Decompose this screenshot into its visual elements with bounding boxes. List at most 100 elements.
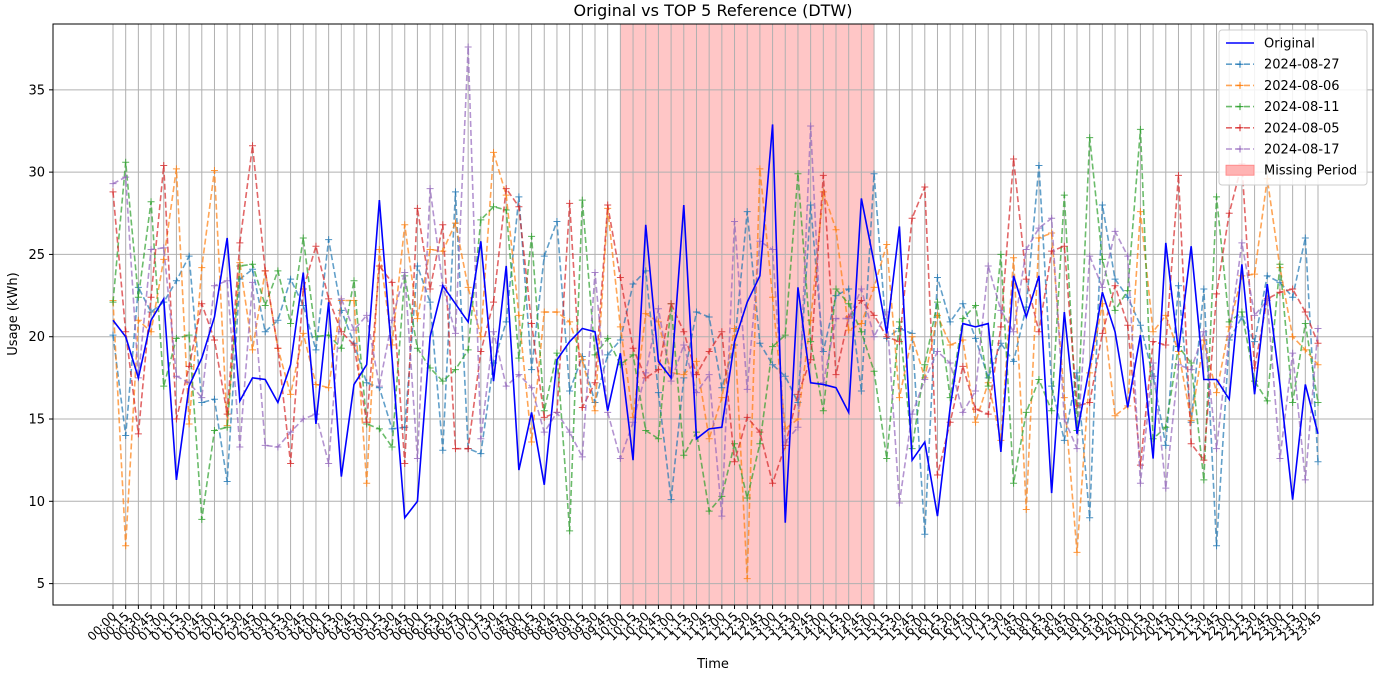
x-axis-label: Time: [696, 657, 729, 672]
data-point-marker: [1301, 308, 1309, 316]
plot-frame: [52, 23, 1374, 606]
legend-marker: [1236, 60, 1244, 68]
data-point-marker: [972, 301, 980, 309]
data-point-marker: [1111, 412, 1119, 420]
data-point-marker: [642, 427, 650, 435]
data-point-marker: [1060, 436, 1068, 444]
data-point-marker: [997, 250, 1005, 258]
data-point-marker: [1136, 208, 1144, 216]
data-point-marker: [857, 285, 865, 293]
data-point-marker: [769, 293, 777, 301]
data-point-marker: [451, 188, 459, 196]
data-point-marker: [1263, 272, 1271, 280]
data-point-marker: [464, 283, 472, 291]
data-point-marker: [451, 445, 459, 453]
data-point-marker: [1213, 193, 1221, 201]
data-point-marker: [540, 308, 548, 316]
data-point-marker: [1048, 382, 1056, 390]
data-point-marker: [857, 387, 865, 395]
data-point-marker: [1162, 441, 1170, 449]
data-point-marker: [490, 148, 498, 156]
data-point-marker: [921, 361, 929, 369]
data-point-marker: [160, 382, 168, 390]
data-point-marker: [515, 203, 523, 211]
data-point-marker: [198, 394, 206, 402]
data-point-marker: [743, 575, 751, 583]
data-point-marker: [1251, 377, 1259, 385]
data-point-marker: [870, 367, 878, 375]
data-point-marker: [1162, 484, 1170, 492]
data-point-marker: [997, 306, 1005, 314]
data-point-marker: [1301, 476, 1309, 484]
data-point-marker: [540, 413, 548, 421]
data-point-marker: [337, 344, 345, 352]
data-point-marker: [350, 341, 358, 349]
legend-entry: 2024-08-05: [1226, 121, 1340, 136]
data-point-marker: [845, 300, 853, 308]
data-point-marker: [667, 496, 675, 504]
data-point-marker: [756, 339, 764, 347]
data-point-marker: [578, 403, 586, 411]
chart-title: Original vs TOP 5 Reference (DTW): [573, 1, 852, 20]
data-point-marker: [1187, 359, 1195, 367]
data-point-marker: [312, 346, 320, 354]
data-point-marker: [1035, 376, 1043, 384]
y-tick-label: 25: [28, 248, 45, 263]
data-point-marker: [908, 214, 916, 222]
data-point-marker: [959, 300, 967, 308]
data-point-marker: [439, 247, 447, 255]
legend-marker: [1236, 103, 1244, 111]
data-point-marker: [1238, 272, 1246, 280]
data-point-marker: [705, 435, 713, 443]
data-point-marker: [198, 264, 206, 272]
data-point-marker: [134, 283, 142, 291]
data-point-marker: [731, 218, 739, 226]
data-point-marker: [591, 407, 599, 415]
data-point-marker: [363, 311, 371, 319]
data-point-marker: [1022, 506, 1030, 514]
legend-marker: [1236, 145, 1244, 153]
data-point-marker: [490, 203, 498, 211]
data-point-marker: [172, 372, 180, 380]
data-point-marker: [210, 336, 218, 344]
data-point-marker: [236, 443, 244, 451]
data-point-marker: [287, 390, 295, 398]
legend-swatch: [1225, 164, 1255, 176]
data-point-marker: [731, 458, 739, 466]
data-point-marker: [375, 425, 383, 433]
data-point-marker: [654, 389, 662, 397]
data-point-marker: [718, 512, 726, 520]
data-point-marker: [604, 351, 612, 359]
data-point-marker: [553, 218, 561, 226]
data-point-marker: [680, 328, 688, 336]
data-point-marker: [1276, 260, 1284, 268]
data-point-marker: [172, 165, 180, 173]
data-point-marker: [705, 507, 713, 515]
data-point-marker: [578, 196, 586, 204]
data-point-marker: [198, 515, 206, 523]
data-point-marker: [819, 188, 827, 196]
data-point-marker: [1035, 328, 1043, 336]
data-point-marker: [933, 471, 941, 479]
data-point-marker: [375, 262, 383, 270]
legend-entry: 2024-08-11: [1226, 100, 1340, 115]
data-point-marker: [363, 379, 371, 387]
data-point-marker: [743, 208, 751, 216]
data-point-marker: [1213, 389, 1221, 397]
data-point-marker: [1289, 349, 1297, 357]
data-point-marker: [1289, 333, 1297, 341]
data-point-marker: [388, 341, 396, 349]
data-point-marker: [210, 395, 218, 403]
data-point-marker: [1174, 361, 1182, 369]
data-point-marker: [718, 328, 726, 336]
data-point-marker: [1200, 476, 1208, 484]
data-point-marker: [1301, 346, 1309, 354]
data-point-marker: [528, 438, 536, 446]
data-point-marker: [857, 328, 865, 336]
data-point-marker: [604, 201, 612, 209]
y-tick-label: 10: [28, 495, 45, 510]
data-point-marker: [464, 346, 472, 354]
data-point-marker: [705, 371, 713, 379]
data-point-marker: [1111, 306, 1119, 314]
data-point-marker: [1289, 293, 1297, 301]
